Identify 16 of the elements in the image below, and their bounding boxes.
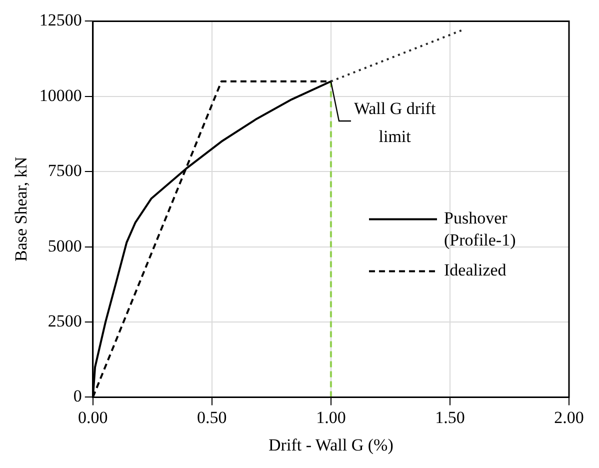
y-tick-label: 2500	[48, 311, 82, 330]
annotation: Wall G drift limit	[354, 98, 436, 146]
x-tick-label: 0.50	[197, 408, 227, 427]
x-axis-title: Drift - Wall G (%)	[268, 435, 394, 454]
y-tick-label: 12500	[39, 10, 82, 30]
x-tick-label: 1.00	[316, 408, 346, 427]
x-tick-label: 0.00	[78, 408, 108, 427]
y-tick-label: 10000	[39, 86, 82, 105]
legend-label: Idealized	[444, 260, 507, 280]
y-tick-label: 7500	[48, 161, 82, 180]
y-tick-label: 5000	[48, 236, 82, 256]
x-tick-label: 2.00	[554, 408, 584, 427]
y-tick-label: 0	[73, 386, 82, 406]
x-tick-label: 1.50	[435, 408, 465, 427]
y-axis-title: Base Shear, kN	[12, 156, 31, 262]
legend-label: Pushover (Profile-1)	[444, 208, 516, 250]
